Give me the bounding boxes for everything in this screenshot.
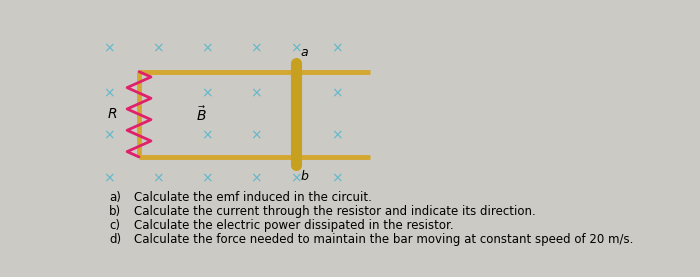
Text: a: a xyxy=(300,46,308,59)
Text: ×: × xyxy=(152,41,164,55)
Text: ×: × xyxy=(201,86,213,100)
Text: ×: × xyxy=(104,171,115,185)
Text: b: b xyxy=(300,170,308,183)
Text: ×: × xyxy=(331,171,343,185)
Text: Calculate the current through the resistor and indicate its direction.: Calculate the current through the resist… xyxy=(134,205,536,218)
Text: b): b) xyxy=(109,205,121,218)
Text: ×: × xyxy=(104,129,115,143)
Text: Calculate the electric power dissipated in the resistor.: Calculate the electric power dissipated … xyxy=(134,219,453,232)
Text: ×: × xyxy=(250,86,262,100)
Text: ×: × xyxy=(290,171,302,185)
Text: ×: × xyxy=(201,41,213,55)
Text: R: R xyxy=(108,107,118,121)
Text: ×: × xyxy=(250,41,262,55)
Text: ×: × xyxy=(331,41,343,55)
Text: ×: × xyxy=(104,86,115,100)
Text: $\vec{B}$: $\vec{B}$ xyxy=(196,105,206,124)
Text: ×: × xyxy=(104,41,115,55)
Text: a): a) xyxy=(109,191,121,204)
Text: ×: × xyxy=(201,129,213,143)
Text: Calculate the force needed to maintain the bar moving at constant speed of 20 m/: Calculate the force needed to maintain t… xyxy=(134,233,633,246)
Text: ×: × xyxy=(331,86,343,100)
Text: ×: × xyxy=(201,171,213,185)
Text: Calculate the emf induced in the circuit.: Calculate the emf induced in the circuit… xyxy=(134,191,372,204)
Text: ×: × xyxy=(152,171,164,185)
Text: ×: × xyxy=(250,171,262,185)
Text: d): d) xyxy=(109,233,121,246)
Text: ×: × xyxy=(331,129,343,143)
Text: c): c) xyxy=(109,219,120,232)
Text: ×: × xyxy=(290,41,302,55)
Text: ×: × xyxy=(250,129,262,143)
